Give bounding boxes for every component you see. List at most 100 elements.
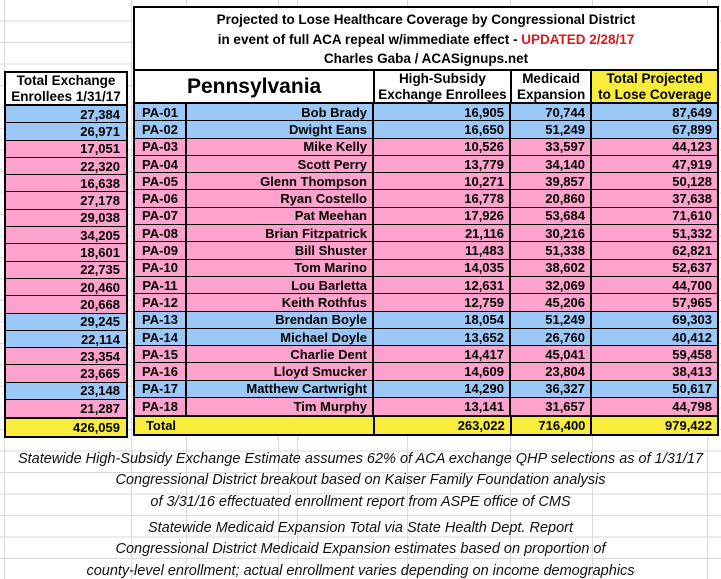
subsidy-value-cell[interactable]: 18,054	[374, 311, 511, 328]
projected-value-cell[interactable]: 44,798	[672, 399, 712, 415]
medicaid-value-cell[interactable]: 45,041	[511, 346, 592, 363]
exchange-row[interactable]: 27,178	[6, 192, 126, 210]
district-row[interactable]: PA-08 Brian Fitzpatrick 21,116 30,216 51,332	[135, 225, 717, 243]
projected-value-cell[interactable]: 67,899	[672, 121, 712, 137]
exchange-value-cell[interactable]: 29,038	[80, 210, 120, 226]
exchange-enrollees-header[interactable]: Total Exchange Enrollees 1/31/17	[6, 73, 126, 106]
district-cell[interactable]: PA-04	[135, 155, 187, 173]
subsidy-value-cell[interactable]: 14,290	[374, 380, 511, 398]
district-cell[interactable]: PA-09	[135, 242, 187, 259]
subsidy-value-cell[interactable]: 13,779	[374, 155, 511, 173]
exchange-total-row[interactable]: 426,059	[6, 417, 126, 437]
rep-name-cell[interactable]: Dwight Eans	[187, 121, 374, 138]
exchange-row[interactable]: 22,735	[6, 261, 126, 279]
district-row[interactable]: PA-05 Glenn Thompson 10,271 39,857 50,128	[135, 173, 717, 191]
projected-value-cell[interactable]: 59,458	[672, 346, 712, 362]
rep-name-cell[interactable]: Keith Rothfus	[187, 294, 374, 311]
exchange-row[interactable]: 22,320	[6, 157, 126, 176]
projected-value-cell[interactable]: 69,303	[672, 312, 712, 328]
totals-label-cell[interactable]: Total	[135, 417, 376, 435]
exchange-value-cell[interactable]: 20,460	[80, 279, 120, 295]
medicaid-value-cell[interactable]: 20,860	[511, 190, 592, 207]
exchange-value-cell[interactable]: 16,638	[80, 175, 120, 191]
subsidy-value-cell[interactable]: 11,483	[374, 242, 511, 259]
district-cell[interactable]: PA-07	[135, 207, 187, 225]
subsidy-value-cell[interactable]: 10,526	[374, 138, 511, 155]
district-cell[interactable]: PA-13	[135, 311, 187, 328]
district-row[interactable]: PA-04 Scott Perry 13,779 34,140 47,919	[135, 155, 717, 174]
projected-value-cell[interactable]: 38,413	[672, 364, 712, 380]
district-row[interactable]: PA-07 Pat Meehan 17,926 53,684 71,610	[135, 207, 717, 226]
rep-name-cell[interactable]: Ryan Costello	[187, 190, 374, 207]
projected-value-cell[interactable]: 50,617	[672, 381, 712, 397]
projected-value-cell[interactable]: 37,638	[672, 191, 712, 207]
state-header-cell[interactable]: Pennsylvania	[135, 71, 376, 102]
subsidy-total-cell[interactable]: 263,022	[375, 417, 512, 435]
exchange-row[interactable]: 23,665	[6, 365, 126, 383]
subsidy-value-cell[interactable]: 16,905	[374, 104, 511, 121]
projected-value-cell[interactable]: 47,919	[672, 156, 712, 172]
exchange-value-cell[interactable]: 22,735	[80, 262, 120, 278]
medicaid-value-cell[interactable]: 39,857	[511, 173, 592, 190]
rep-name-cell[interactable]: Michael Doyle	[187, 328, 374, 346]
rep-name-cell[interactable]: Lou Barletta	[187, 276, 374, 294]
district-row[interactable]: PA-13 Brendan Boyle 18,054 51,249 69,303	[135, 311, 717, 329]
medicaid-value-cell[interactable]: 36,327	[511, 380, 592, 398]
projected-value-cell[interactable]: 71,610	[672, 208, 712, 224]
subsidy-value-cell[interactable]: 13,652	[374, 328, 511, 346]
district-row[interactable]: PA-15 Charlie Dent 14,417 45,041 59,458	[135, 346, 717, 364]
medicaid-value-cell[interactable]: 38,602	[511, 259, 592, 276]
district-row[interactable]: PA-09 Bill Shuster 11,483 51,338 62,821	[135, 242, 717, 260]
subsidy-value-cell[interactable]: 14,417	[374, 346, 511, 363]
subsidy-value-cell[interactable]: 16,650	[374, 121, 511, 138]
exchange-value-cell[interactable]: 18,601	[80, 245, 120, 261]
district-cell[interactable]: PA-08	[135, 225, 187, 242]
district-row[interactable]: PA-16 Lloyd Smucker 14,609 23,804 38,413	[135, 363, 717, 381]
medicaid-value-cell[interactable]: 34,140	[511, 155, 592, 173]
medicaid-value-cell[interactable]: 70,744	[511, 104, 592, 121]
projected-loss-header-cell[interactable]: Total Projected to Lose Coverage	[592, 71, 717, 102]
district-cell[interactable]: PA-18	[135, 398, 187, 416]
medicaid-total-cell[interactable]: 716,400	[512, 417, 593, 435]
district-cell[interactable]: PA-17	[135, 380, 187, 398]
exchange-value-cell[interactable]: 29,245	[80, 314, 120, 330]
projected-value-cell[interactable]: 62,821	[672, 243, 712, 259]
medicaid-value-cell[interactable]: 33,597	[511, 138, 592, 155]
medicaid-header-cell[interactable]: Medicaid Expansion	[512, 71, 593, 102]
district-row[interactable]: PA-01 Bob Brady 16,905 70,744 87,649	[135, 104, 717, 122]
rep-name-cell[interactable]: Matthew Cartwright	[187, 380, 374, 398]
district-row[interactable]: PA-11 Lou Barletta 12,631 32,069 44,700	[135, 276, 717, 295]
exchange-row[interactable]: 18,601	[6, 244, 126, 262]
subsidy-value-cell[interactable]: 16,778	[374, 190, 511, 207]
projected-value-cell[interactable]: 44,700	[672, 277, 712, 293]
exchange-row[interactable]: 20,668	[6, 296, 126, 314]
medicaid-value-cell[interactable]: 31,657	[511, 398, 592, 416]
exchange-row[interactable]: 16,638	[6, 175, 126, 193]
exchange-row[interactable]: 27,384	[6, 106, 126, 124]
projected-value-cell[interactable]: 40,412	[672, 329, 712, 345]
rep-name-cell[interactable]: Scott Perry	[187, 155, 374, 173]
projected-value-cell[interactable]: 44,123	[672, 139, 712, 155]
exchange-row[interactable]: 22,114	[6, 330, 126, 349]
district-row[interactable]: PA-10 Tom Marino 14,035 38,602 52,637	[135, 259, 717, 277]
exchange-value-cell[interactable]: 22,320	[80, 158, 120, 174]
district-row[interactable]: PA-18 Tim Murphy 13,141 31,657 44,798	[135, 398, 717, 416]
district-cell[interactable]: PA-06	[135, 190, 187, 207]
rep-name-cell[interactable]: Brendan Boyle	[187, 311, 374, 328]
medicaid-value-cell[interactable]: 53,684	[511, 207, 592, 225]
exchange-value-cell[interactable]: 34,205	[80, 227, 120, 243]
exchange-value-cell[interactable]: 17,051	[80, 141, 120, 157]
exchange-row[interactable]: 17,051	[6, 140, 126, 158]
medicaid-value-cell[interactable]: 23,804	[511, 363, 592, 380]
medicaid-value-cell[interactable]: 26,760	[511, 328, 592, 346]
rep-name-cell[interactable]: Brian Fitzpatrick	[187, 225, 374, 242]
rep-name-cell[interactable]: Tim Murphy	[187, 398, 374, 416]
rep-name-cell[interactable]: Bill Shuster	[187, 242, 374, 259]
exchange-total-value[interactable]: 426,059	[73, 420, 120, 436]
subsidy-value-cell[interactable]: 13,141	[374, 398, 511, 416]
rep-name-cell[interactable]: Bob Brady	[187, 104, 374, 121]
district-row[interactable]: PA-02 Dwight Eans 16,650 51,249 67,899	[135, 121, 717, 139]
medicaid-value-cell[interactable]: 30,216	[511, 225, 592, 242]
exchange-row[interactable]: 29,245	[6, 313, 126, 331]
projected-value-cell[interactable]: 51,332	[672, 225, 712, 241]
